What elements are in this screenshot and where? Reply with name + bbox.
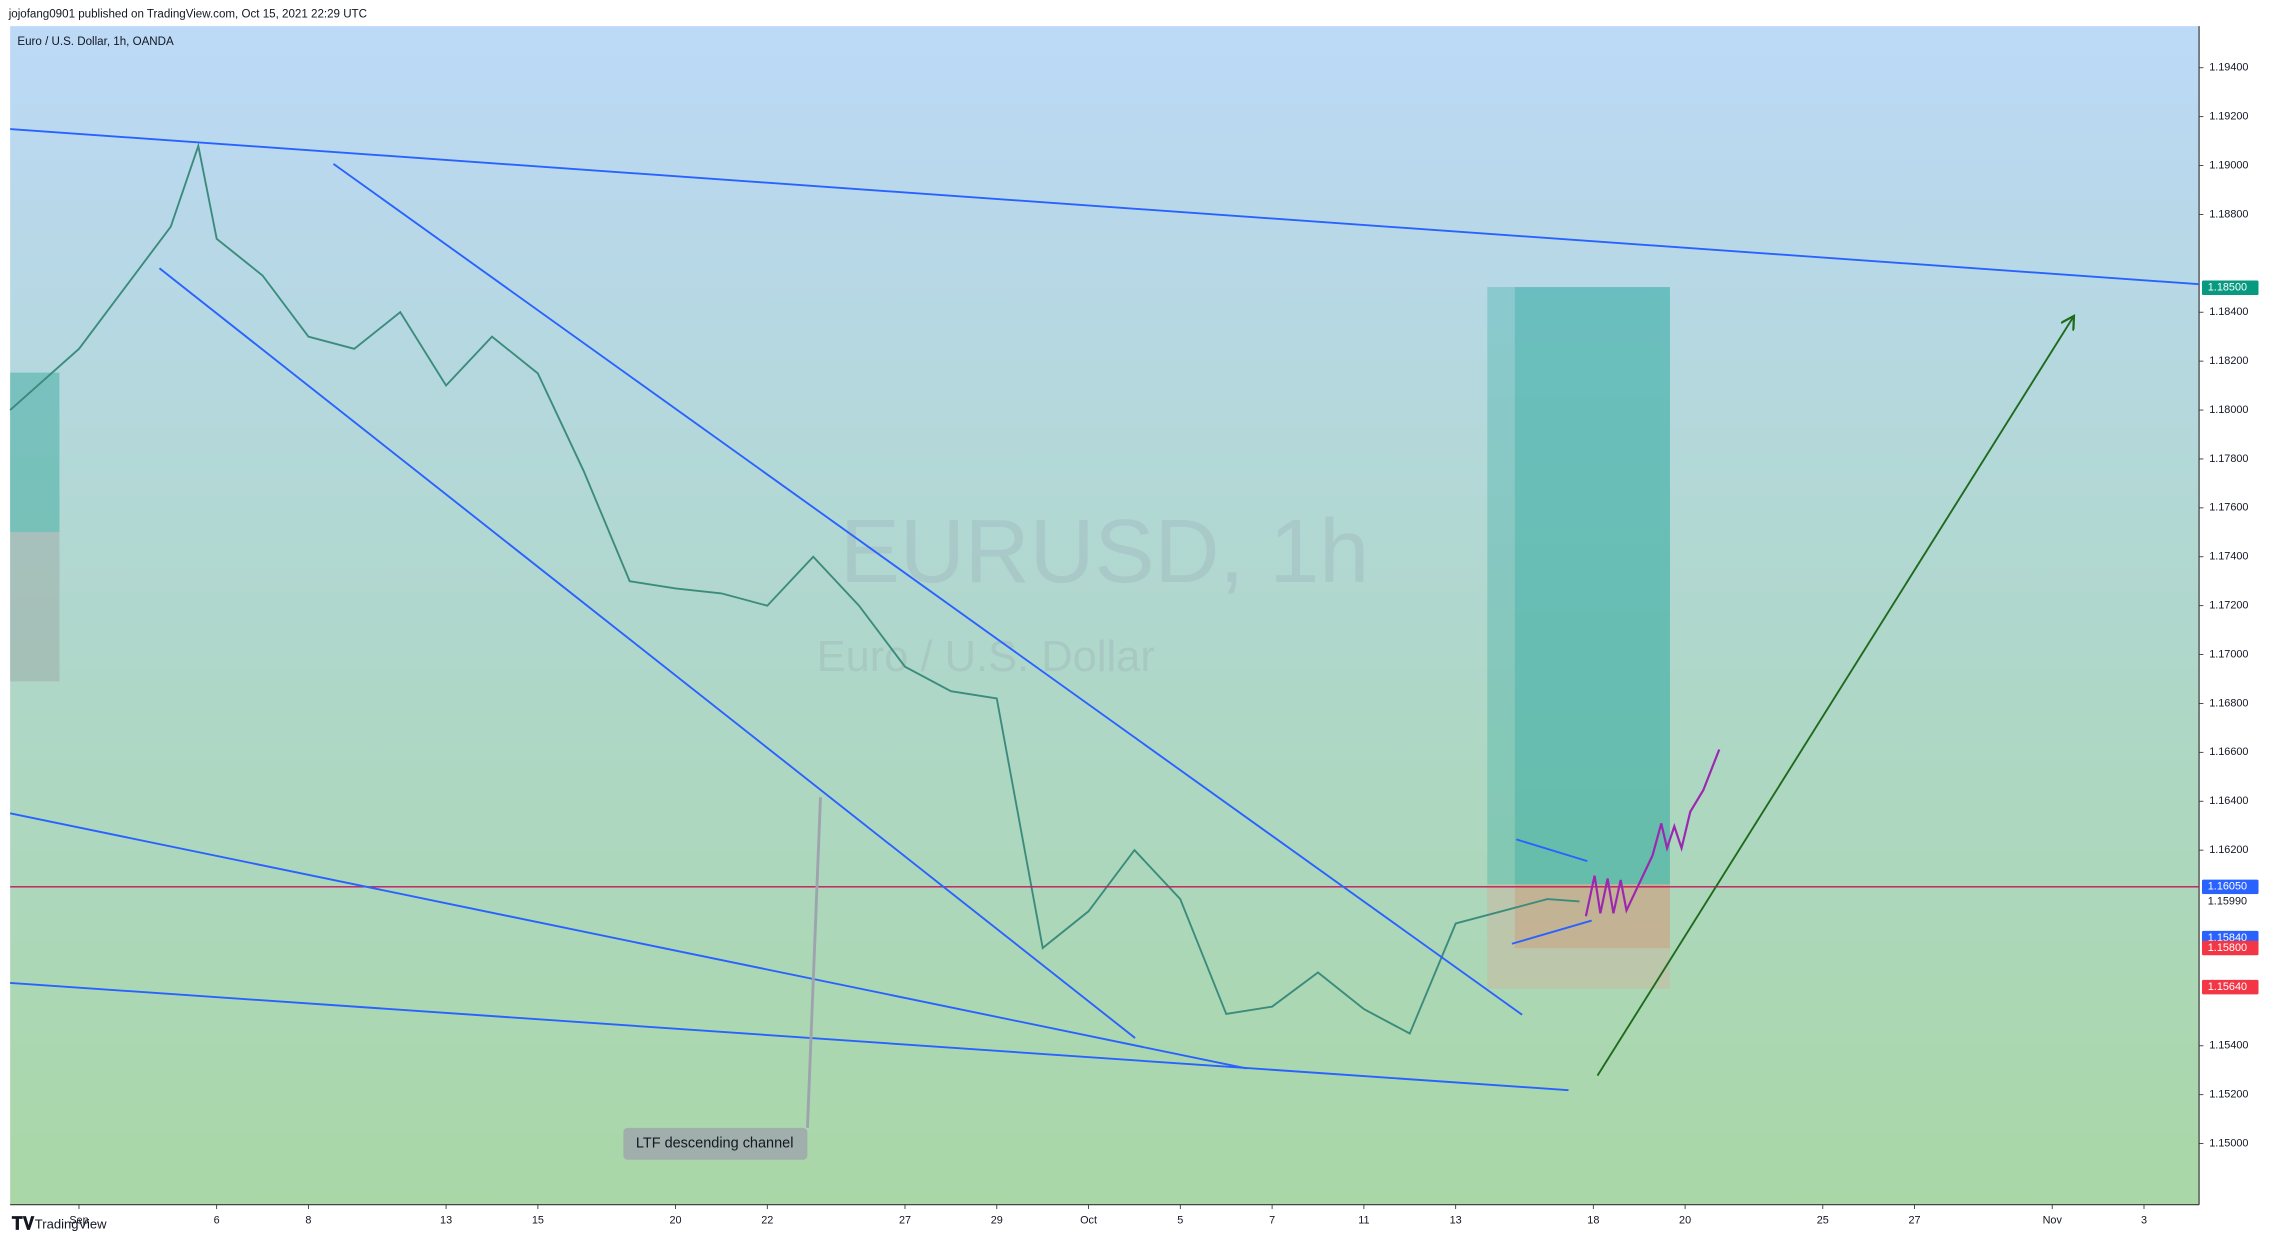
logo-icon: 𝐓𝐕	[12, 1214, 35, 1234]
price-label-box	[2201, 894, 2259, 909]
projection-path	[1584, 749, 1721, 917]
price-label-box	[2201, 940, 2259, 956]
y-tick-label: 1.16600	[2209, 746, 2248, 758]
y-tick-label: 1.17800	[2209, 453, 2248, 465]
x-tick-label: 13	[1450, 1215, 1462, 1227]
x-tick-label: 18	[1587, 1215, 1599, 1227]
y-tick-label: 1.18200	[2209, 355, 2248, 367]
y-tick-label: 1.19200	[2209, 111, 2248, 123]
y-tick-label: 1.15000	[2209, 1137, 2248, 1149]
price-label: 1.16050	[2208, 881, 2247, 893]
loss-zone	[1514, 884, 1670, 949]
x-tick-label: Sep	[69, 1215, 88, 1227]
watermark: EURUSD, 1h	[840, 502, 1369, 602]
y-tick-label: 1.18000	[2209, 404, 2248, 416]
profit-zone	[1487, 287, 1670, 885]
axes: 1.15000 1.15200 1.15400 1.16200 1.16400 1.166…	[69, 62, 2259, 1227]
price-label: 1.15800	[2208, 942, 2247, 954]
trend-line	[9, 812, 1247, 1070]
x-tick-label: 5	[1177, 1215, 1183, 1227]
y-tick-label: 1.18800	[2209, 208, 2248, 220]
price-label-box	[2201, 979, 2259, 995]
x-tick-label: Oct	[1080, 1215, 1097, 1227]
x-tick-label: Nov	[2043, 1215, 2063, 1227]
price-marks	[9, 142, 2200, 1035]
trend-line	[158, 267, 1136, 1039]
y-tick-label: 1.19000	[2209, 159, 2248, 171]
y-tick-label: 1.15400	[2209, 1040, 2248, 1052]
trend-line	[10, 128, 2200, 286]
callout-text: LTF descending channel	[636, 1136, 794, 1152]
x-tick-label: 20	[1679, 1215, 1691, 1227]
x-tick-label: 15	[532, 1215, 544, 1227]
y-tick-label: 1.18400	[2209, 306, 2248, 318]
watermark-subtitle: Euro / U.S. Dollar	[817, 633, 1155, 681]
price-label: 1.18500	[2208, 282, 2247, 294]
price-label: 1.15990	[2208, 895, 2247, 907]
price-label-box	[2201, 280, 2259, 296]
x-tick-label: 3	[2141, 1215, 2147, 1227]
header: jojofang0901 published on TradingView.co…	[8, 9, 367, 21]
x-tick-label: 8	[305, 1215, 311, 1227]
x-tick-label: 27	[899, 1215, 911, 1227]
trend-line	[332, 163, 1523, 1016]
y-tick-label: 1.16400	[2209, 795, 2248, 807]
price-label-box	[2201, 879, 2259, 895]
x-tick-label: 6	[214, 1215, 220, 1227]
price-line	[9, 142, 1580, 1035]
trend-lines	[9, 128, 2200, 1092]
arrow	[1596, 318, 2072, 1077]
trend-line	[1516, 838, 1588, 863]
callout-box	[623, 1127, 808, 1160]
y-tick-label: 1.17400	[2209, 551, 2248, 563]
y-tick-label: 1.15200	[2209, 1089, 2248, 1101]
plot-area	[10, 26, 2200, 1205]
x-tick-label: 7	[1269, 1215, 1275, 1227]
x-tick-label: 13	[440, 1215, 452, 1227]
y-tick-label: 1.17200	[2209, 600, 2248, 612]
y-tick-label: 1.19400	[2209, 62, 2248, 74]
profit-zone	[1514, 287, 1670, 885]
x-tick-label: 27	[1909, 1215, 1921, 1227]
x-tick-label: 25	[1817, 1215, 1829, 1227]
x-tick-label: 11	[1358, 1215, 1369, 1227]
trend-line	[10, 981, 1569, 1092]
zone-box	[10, 532, 60, 682]
x-tick-label: 29	[991, 1215, 1003, 1227]
x-tick-label: 22	[761, 1215, 773, 1227]
y-tick-label: 1.17000	[2209, 648, 2248, 660]
y-tick-label: 1.17600	[2209, 502, 2248, 514]
y-tick-label: 1.16200	[2209, 844, 2248, 856]
y-tick-label: 1.16800	[2209, 697, 2248, 709]
symbol-title: Euro / U.S. Dollar, 1h, OANDA	[17, 36, 174, 48]
trend-line	[1511, 919, 1592, 945]
zone-box	[10, 372, 60, 533]
price-label: 1.15640	[2208, 981, 2247, 993]
x-tick-label: 20	[669, 1215, 681, 1227]
footer-logo: TradingView	[35, 1216, 107, 1231]
callout-line	[805, 797, 822, 1128]
